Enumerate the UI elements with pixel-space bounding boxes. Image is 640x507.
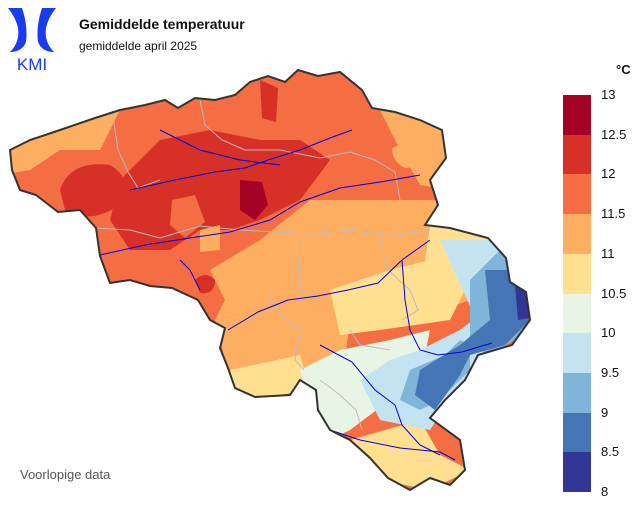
legend-tick-label: 11.5	[601, 206, 626, 222]
region-borders	[95, 99, 431, 431]
legend-tick-label: 11	[601, 245, 615, 261]
temperature-map	[9, 69, 531, 491]
legend-tick-label: 9	[601, 404, 609, 420]
legend-tick-label: 10	[601, 325, 616, 341]
scale-bin	[563, 412, 591, 453]
scale-bin	[563, 333, 591, 374]
logo-text: KMI	[17, 55, 47, 72]
scale-bin	[563, 253, 591, 294]
legend-tick-label: 10.5	[601, 285, 627, 301]
map-title: Gemiddelde temperatuur	[79, 16, 245, 32]
legend-tick-label: 8.5	[601, 444, 620, 460]
legend-tick-label: 12.5	[601, 126, 627, 142]
preliminary-data-note: Voorlopige data	[20, 467, 111, 482]
color-scale	[563, 95, 591, 493]
legend-unit: °C	[616, 62, 631, 77]
legend-tick-label: 13	[601, 87, 616, 102]
legend-tick-label: 12	[601, 166, 616, 182]
scale-bin	[563, 452, 591, 493]
scale-bin	[563, 214, 591, 255]
scale-bin	[563, 134, 591, 175]
map-subtitle: gemiddelde april 2025	[79, 39, 198, 53]
scale-bin	[563, 174, 591, 215]
legend-tick-label: 8	[601, 484, 609, 499]
scale-bin	[563, 372, 591, 414]
rivers	[99, 129, 493, 461]
scale-bin	[563, 95, 591, 136]
scale-bin	[563, 293, 591, 334]
temperature-fill	[10, 70, 530, 490]
kmi-logo-icon: KMI	[8, 8, 56, 72]
legend-tick-label: 9.5	[601, 364, 620, 380]
